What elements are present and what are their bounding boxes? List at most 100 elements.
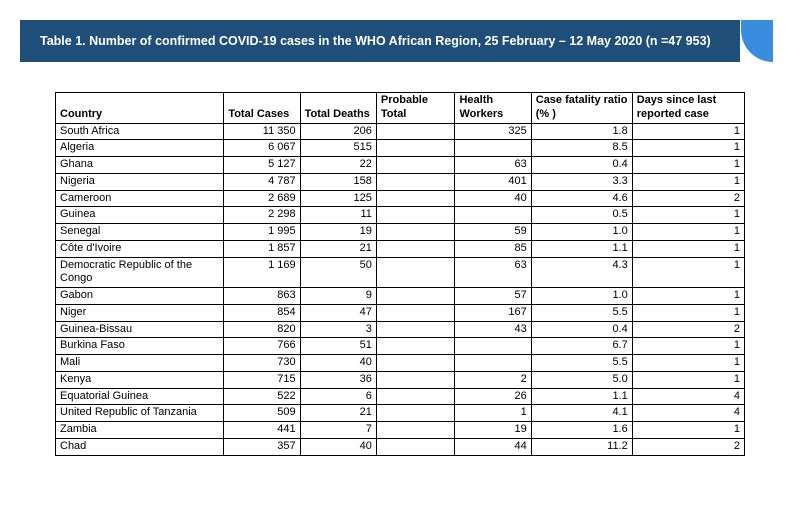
cell-hw: 167 [455, 304, 531, 321]
cell-deaths: 21 [300, 405, 376, 422]
cell-cfr: 1.8 [531, 123, 632, 140]
cell-cases: 11 350 [224, 123, 300, 140]
covid-table: CountryTotal CasesTotal DeathsProbable T… [55, 92, 745, 456]
table-row: United Republic of Tanzania50921 14.14 [56, 405, 745, 422]
cell-deaths: 3 [300, 321, 376, 338]
table-row: Senegal1 99519591.01 [56, 224, 745, 241]
cell-hw [455, 140, 531, 157]
cell-deaths: 515 [300, 140, 376, 157]
col-header-cases: Total Cases [224, 93, 300, 124]
cell-deaths: 19 [300, 224, 376, 241]
cell-probable [376, 190, 455, 207]
cell-country: Equatorial Guinea [56, 388, 224, 405]
cell-cfr: 1.1 [531, 388, 632, 405]
cell-days: 1 [632, 157, 744, 174]
cell-days: 1 [632, 240, 744, 257]
cell-cfr: 8.5 [531, 140, 632, 157]
table-row: South Africa11 3502063251.81 [56, 123, 745, 140]
cell-hw: 401 [455, 173, 531, 190]
cell-hw: 63 [455, 157, 531, 174]
cell-cases: 4 787 [224, 173, 300, 190]
table-row: Burkina Faso766516.71 [56, 338, 745, 355]
table-row: Zambia4417191.61 [56, 422, 745, 439]
cell-probable [376, 438, 455, 455]
col-header-days: Days since last reported case [632, 93, 744, 124]
cell-hw: 40 [455, 190, 531, 207]
table-body: South Africa11 3502063251.81Algeria6 067… [56, 123, 745, 455]
cell-country: Nigeria [56, 173, 224, 190]
cell-cfr: 1.6 [531, 422, 632, 439]
cell-days: 1 [632, 257, 744, 288]
cell-probable [376, 173, 455, 190]
cell-country: Chad [56, 438, 224, 455]
cell-probable [376, 338, 455, 355]
table-row: Guinea-Bissau8203430.42 [56, 321, 745, 338]
cell-cases: 522 [224, 388, 300, 405]
cell-cases: 766 [224, 338, 300, 355]
cell-deaths: 158 [300, 173, 376, 190]
cell-probable [376, 321, 455, 338]
cell-cfr: 1.1 [531, 240, 632, 257]
cell-country: Senegal [56, 224, 224, 241]
table-row: Democratic Republic of the Congo1 169506… [56, 257, 745, 288]
table-row: Kenya7153625.01 [56, 371, 745, 388]
cell-days: 4 [632, 388, 744, 405]
cell-deaths: 51 [300, 338, 376, 355]
cell-country: Côte d'Ivoire [56, 240, 224, 257]
title-bg: Table 1. Number of confirmed COVID-19 ca… [20, 20, 740, 62]
cell-cfr: 4.6 [531, 190, 632, 207]
cell-cfr: 1.0 [531, 224, 632, 241]
cell-probable [376, 371, 455, 388]
cell-days: 4 [632, 405, 744, 422]
cell-days: 1 [632, 304, 744, 321]
cell-days: 2 [632, 438, 744, 455]
cell-cases: 1 995 [224, 224, 300, 241]
table-row: Cameroon2 689125404.62 [56, 190, 745, 207]
cell-country: Niger [56, 304, 224, 321]
cell-days: 1 [632, 355, 744, 372]
cell-cfr: 11.2 [531, 438, 632, 455]
cell-deaths: 7 [300, 422, 376, 439]
cell-deaths: 47 [300, 304, 376, 321]
cell-days: 2 [632, 321, 744, 338]
cell-cases: 441 [224, 422, 300, 439]
cell-days: 1 [632, 173, 744, 190]
cell-days: 1 [632, 371, 744, 388]
cell-cfr: 0.5 [531, 207, 632, 224]
table-row: Equatorial Guinea5226261.14 [56, 388, 745, 405]
cell-cases: 730 [224, 355, 300, 372]
table-row: Nigeria4 7871584013.31 [56, 173, 745, 190]
cell-country: Guinea [56, 207, 224, 224]
cell-cfr: 0.4 [531, 157, 632, 174]
cell-days: 1 [632, 207, 744, 224]
table-row: Gabon8639571.01 [56, 288, 745, 305]
cell-cfr: 5.5 [531, 304, 632, 321]
cell-deaths: 40 [300, 438, 376, 455]
cell-country: Guinea-Bissau [56, 321, 224, 338]
col-header-cfr: Case fatality ratio (% ) [531, 93, 632, 124]
cell-probable [376, 288, 455, 305]
col-header-country: Country [56, 93, 224, 124]
cell-cases: 5 127 [224, 157, 300, 174]
cell-deaths: 36 [300, 371, 376, 388]
title-accent [741, 20, 773, 62]
cell-probable [376, 405, 455, 422]
cell-country: Algeria [56, 140, 224, 157]
table-row: Ghana5 12722630.41 [56, 157, 745, 174]
cell-cfr: 4.1 [531, 405, 632, 422]
cell-country: United Republic of Tanzania [56, 405, 224, 422]
cell-cases: 2 298 [224, 207, 300, 224]
cell-country: Burkina Faso [56, 338, 224, 355]
cell-country: South Africa [56, 123, 224, 140]
cell-hw: 63 [455, 257, 531, 288]
table-title: Table 1. Number of confirmed COVID-19 ca… [40, 34, 711, 48]
cell-probable [376, 304, 455, 321]
cell-hw: 1 [455, 405, 531, 422]
cell-hw: 44 [455, 438, 531, 455]
cell-cases: 509 [224, 405, 300, 422]
cell-cfr: 0.4 [531, 321, 632, 338]
table-row: Niger854471675.51 [56, 304, 745, 321]
cell-country: Ghana [56, 157, 224, 174]
cell-country: Mali [56, 355, 224, 372]
cell-probable [376, 123, 455, 140]
